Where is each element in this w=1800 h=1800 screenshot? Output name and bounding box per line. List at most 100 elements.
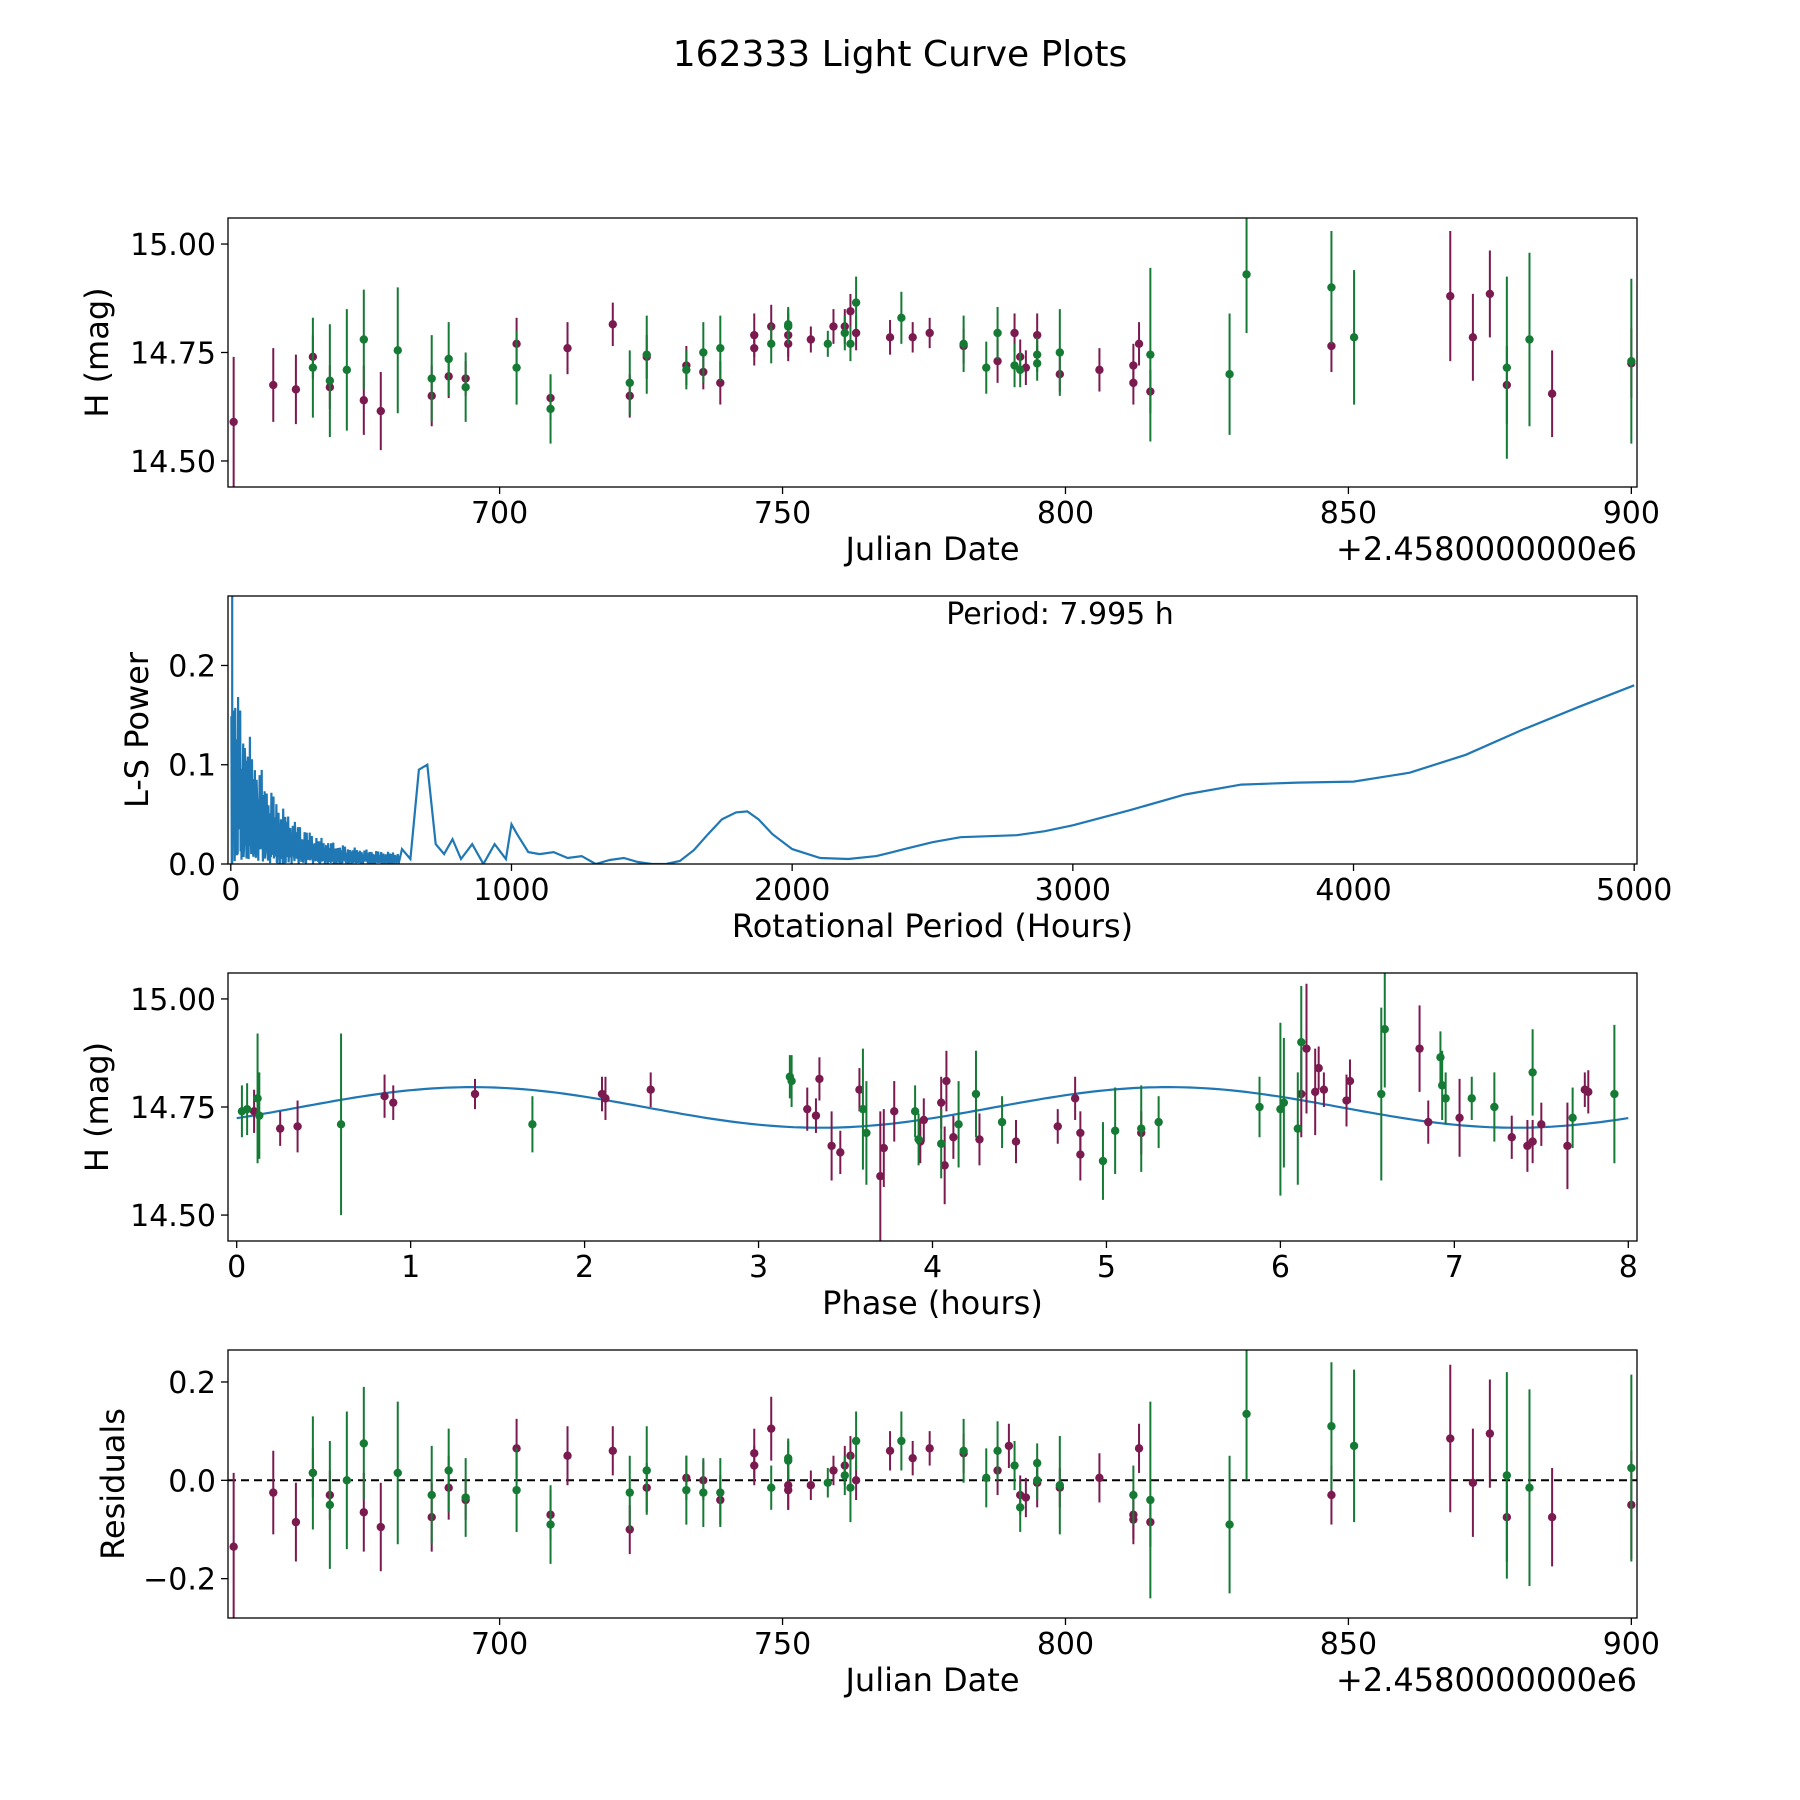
data-point xyxy=(836,1148,845,1157)
data-point xyxy=(427,374,436,383)
x-tick-label: 4 xyxy=(923,1250,942,1285)
data-point xyxy=(1342,1096,1351,1105)
data-point xyxy=(444,354,453,364)
data-point xyxy=(940,1161,949,1170)
data-point xyxy=(393,346,402,355)
data-point xyxy=(925,1444,934,1453)
data-point xyxy=(784,320,793,329)
y-tick-label: 0.2 xyxy=(168,1366,216,1401)
data-point xyxy=(699,1488,708,1497)
data-point xyxy=(1053,1122,1062,1131)
data-point xyxy=(1225,1520,1234,1529)
data-point xyxy=(1095,365,1104,375)
data-point xyxy=(682,365,691,375)
data-point xyxy=(993,356,1002,366)
data-point xyxy=(750,1461,759,1470)
x-tick-label: 700 xyxy=(471,1627,528,1662)
data-point xyxy=(601,1094,610,1103)
data-point xyxy=(1584,1087,1593,1097)
data-point xyxy=(229,1542,238,1551)
x-tick-label: 6 xyxy=(1271,1250,1290,1285)
data-point xyxy=(1098,1156,1108,1166)
data-point xyxy=(897,313,906,322)
x-tick-label: 1 xyxy=(401,1250,420,1285)
data-point xyxy=(1070,1094,1080,1103)
data-point xyxy=(359,396,369,405)
data-point xyxy=(1455,1113,1464,1123)
data-point xyxy=(470,1089,480,1099)
x-tick-label: 1000 xyxy=(473,873,549,908)
data-point xyxy=(885,1446,895,1456)
data-point xyxy=(1485,289,1495,299)
data-point xyxy=(959,1446,968,1456)
data-point xyxy=(767,1483,776,1492)
axes-frame xyxy=(227,595,1638,865)
x-tick-label: 800 xyxy=(1037,1627,1094,1662)
x-tick-label: 2000 xyxy=(754,873,830,908)
data-point xyxy=(1319,1085,1329,1094)
x-tick-label: 5000 xyxy=(1596,873,1672,908)
data-point xyxy=(1468,333,1478,342)
data-point xyxy=(846,339,855,349)
data-point xyxy=(1528,1137,1537,1146)
data-point xyxy=(1129,378,1138,388)
data-point xyxy=(890,1107,899,1116)
data-point xyxy=(803,1104,812,1114)
data-point xyxy=(1293,1124,1302,1133)
data-point xyxy=(699,348,708,357)
data-point xyxy=(1055,1481,1065,1490)
data-point xyxy=(1349,1441,1359,1451)
data-point xyxy=(1032,330,1042,340)
x-tick-label: 900 xyxy=(1603,496,1660,531)
x-tick-label: 0 xyxy=(221,873,240,908)
data-point xyxy=(512,363,521,372)
plot-area xyxy=(228,1350,1637,1618)
data-point xyxy=(393,1468,402,1478)
data-point xyxy=(1134,339,1144,349)
data-point xyxy=(1437,1081,1447,1090)
data-point xyxy=(1627,356,1636,366)
x-tick-label: 0 xyxy=(227,1250,246,1285)
axes-frame xyxy=(227,1349,1638,1619)
data-point xyxy=(444,1466,453,1475)
x-offset-label: +2.4580000000e6 xyxy=(1336,530,1637,568)
data-point xyxy=(851,1436,861,1446)
data-point xyxy=(919,1115,929,1125)
data-point xyxy=(823,1478,833,1487)
data-point xyxy=(1610,1089,1619,1099)
data-point xyxy=(811,1111,821,1120)
data-point xyxy=(1377,1089,1386,1099)
data-point xyxy=(910,1107,920,1116)
data-point xyxy=(1627,1463,1636,1473)
data-point xyxy=(936,1098,946,1107)
y-axis-label: H (mag) xyxy=(78,1042,116,1172)
data-point xyxy=(908,333,917,342)
data-point xyxy=(806,335,816,344)
data-point xyxy=(1095,1473,1104,1483)
figure-title: 162333 Light Curve Plots xyxy=(673,34,1127,75)
data-point xyxy=(840,1471,849,1480)
data-point xyxy=(815,1074,824,1084)
data-point xyxy=(308,1468,318,1478)
data-point xyxy=(625,1488,634,1497)
data-point xyxy=(1010,361,1019,370)
data-point xyxy=(767,1424,776,1433)
data-point xyxy=(512,1485,521,1495)
data-point xyxy=(608,1446,617,1456)
y-tick-label: 14.50 xyxy=(130,1199,216,1234)
data-point xyxy=(642,350,651,359)
data-point xyxy=(291,385,301,394)
data-point xyxy=(1016,365,1025,375)
data-point xyxy=(1154,1117,1163,1127)
data-point xyxy=(625,1525,634,1534)
data-point xyxy=(253,1094,262,1103)
data-point xyxy=(1242,270,1251,279)
data-point xyxy=(1010,328,1019,338)
data-point xyxy=(1011,1137,1021,1146)
y-tick-label: 14.50 xyxy=(130,445,216,480)
y-tick-label: 0.0 xyxy=(168,1464,216,1499)
data-point xyxy=(528,1120,537,1129)
data-point xyxy=(563,1451,572,1460)
y-axis-label: L-S Power xyxy=(118,651,156,808)
